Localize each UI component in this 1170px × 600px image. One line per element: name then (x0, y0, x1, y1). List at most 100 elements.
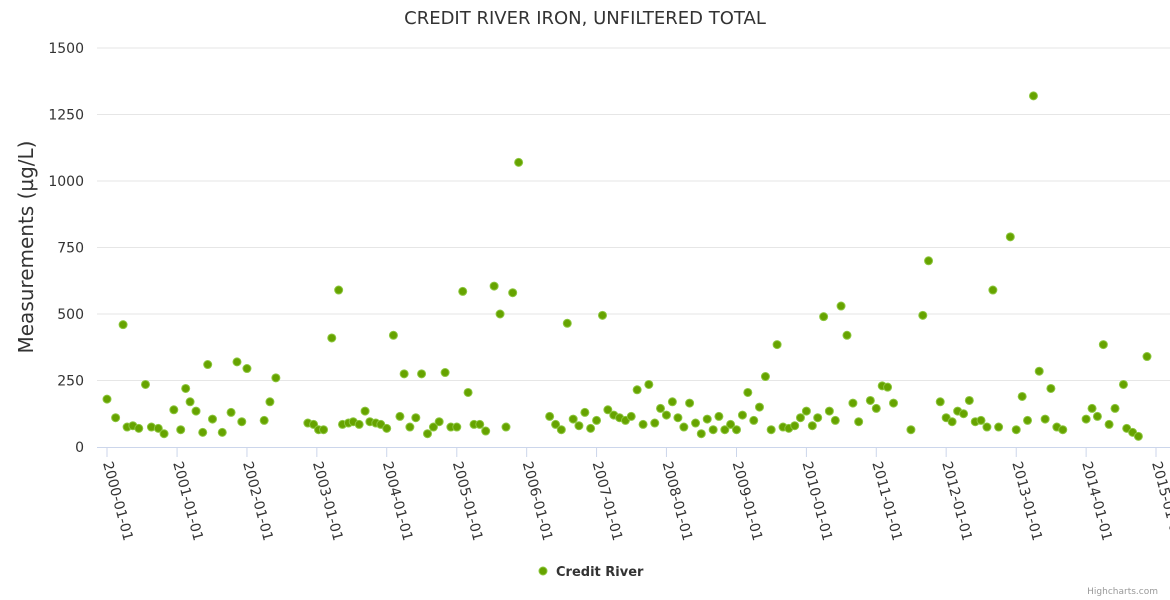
data-point (388, 330, 398, 340)
data-point (813, 413, 823, 423)
data-point (1046, 383, 1056, 393)
credits-link[interactable]: Highcharts.com (1087, 587, 1158, 597)
data-point (801, 406, 811, 416)
data-point (423, 429, 433, 439)
data-point (203, 360, 213, 370)
data-point (102, 394, 112, 404)
data-point (562, 318, 572, 328)
data-point (685, 398, 695, 408)
data-point (319, 425, 329, 435)
data-point (714, 411, 724, 421)
data-point (592, 415, 602, 425)
y-tick-label: 250 (57, 374, 84, 390)
data-point (772, 340, 782, 350)
data-point (708, 425, 718, 435)
data-point (1017, 391, 1027, 401)
data-point (191, 406, 201, 416)
x-tick-label: 2006-01-01 (519, 460, 556, 543)
data-point (1104, 419, 1114, 429)
x-tick-label: 2015-01-01 (1148, 460, 1170, 543)
grid-lines (97, 47, 1170, 381)
data-point (586, 423, 596, 433)
x-tick-label: 2013-01-01 (1008, 460, 1045, 543)
data-point (726, 419, 736, 429)
data-point (382, 423, 392, 433)
data-point (603, 405, 613, 415)
data-point (1023, 415, 1033, 425)
data-point (118, 320, 128, 330)
data-point (737, 410, 747, 420)
data-point (226, 407, 236, 417)
y-axis-label: Measurements (µg/L) (14, 141, 38, 354)
data-point (638, 419, 648, 429)
data-point (836, 301, 846, 311)
legend[interactable]: Credit River (538, 565, 644, 580)
data-point (947, 417, 957, 427)
data-point (988, 285, 998, 295)
y-axis: 0 250 500 750 1000 1250 1500 (48, 41, 84, 456)
legend-marker (538, 566, 548, 576)
data-point (395, 411, 405, 421)
data-point (501, 422, 511, 432)
y-tick-label: 750 (57, 241, 84, 257)
data-point (702, 414, 712, 424)
data-point (111, 413, 121, 423)
data-point (176, 425, 186, 435)
legend-label[interactable]: Credit River (556, 565, 644, 580)
x-tick-label: 2011-01-01 (868, 460, 905, 543)
x-tick-label: 2004-01-01 (379, 460, 416, 543)
data-point (918, 310, 928, 320)
data-point (489, 281, 499, 291)
x-tick-label: 2007-01-01 (589, 460, 626, 543)
x-tick-label: 2009-01-01 (729, 460, 766, 543)
data-point (508, 288, 518, 298)
data-point (673, 413, 683, 423)
data-point (1110, 403, 1120, 413)
data-point (185, 397, 195, 407)
x-tick-label: 2005-01-01 (449, 460, 486, 543)
data-point (889, 398, 899, 408)
data-point (405, 422, 415, 432)
data-point (242, 364, 252, 374)
data-point (458, 286, 468, 296)
y-tick-label: 0 (75, 440, 84, 456)
data-point (749, 415, 759, 425)
data-point (656, 403, 666, 413)
data-point (597, 310, 607, 320)
data-point (417, 369, 427, 379)
data-point (691, 418, 701, 428)
data-point (935, 397, 945, 407)
data-point (481, 426, 491, 436)
x-tick-label: 2010-01-01 (799, 460, 836, 543)
data-point (871, 403, 881, 413)
data-point (271, 373, 281, 383)
data-point (819, 312, 829, 322)
data-point (580, 407, 590, 417)
data-point (1058, 425, 1068, 435)
data-point (134, 423, 144, 433)
data-point (411, 413, 421, 423)
y-tick-label: 1000 (48, 174, 84, 190)
data-point (760, 372, 770, 382)
data-point (667, 397, 677, 407)
data-point (207, 414, 217, 424)
data-point (514, 157, 524, 167)
data-point (883, 382, 893, 392)
data-point (994, 422, 1004, 432)
x-axis: 2000-01-01 2001-01-01 2002-01-01 2003-01-01… (97, 447, 1170, 543)
data-point (720, 425, 730, 435)
data-point (644, 379, 654, 389)
data-point (824, 406, 834, 416)
data-point (1092, 411, 1102, 421)
data-point (1011, 425, 1021, 435)
data-point (159, 429, 169, 439)
data-point (428, 422, 438, 432)
data-point (1118, 379, 1128, 389)
data-point (1098, 340, 1108, 350)
x-tick-label: 2003-01-01 (309, 460, 346, 543)
data-point (754, 402, 764, 412)
data-point (181, 383, 191, 393)
data-point (732, 425, 742, 435)
data-point (495, 309, 505, 319)
data-point (463, 387, 473, 397)
